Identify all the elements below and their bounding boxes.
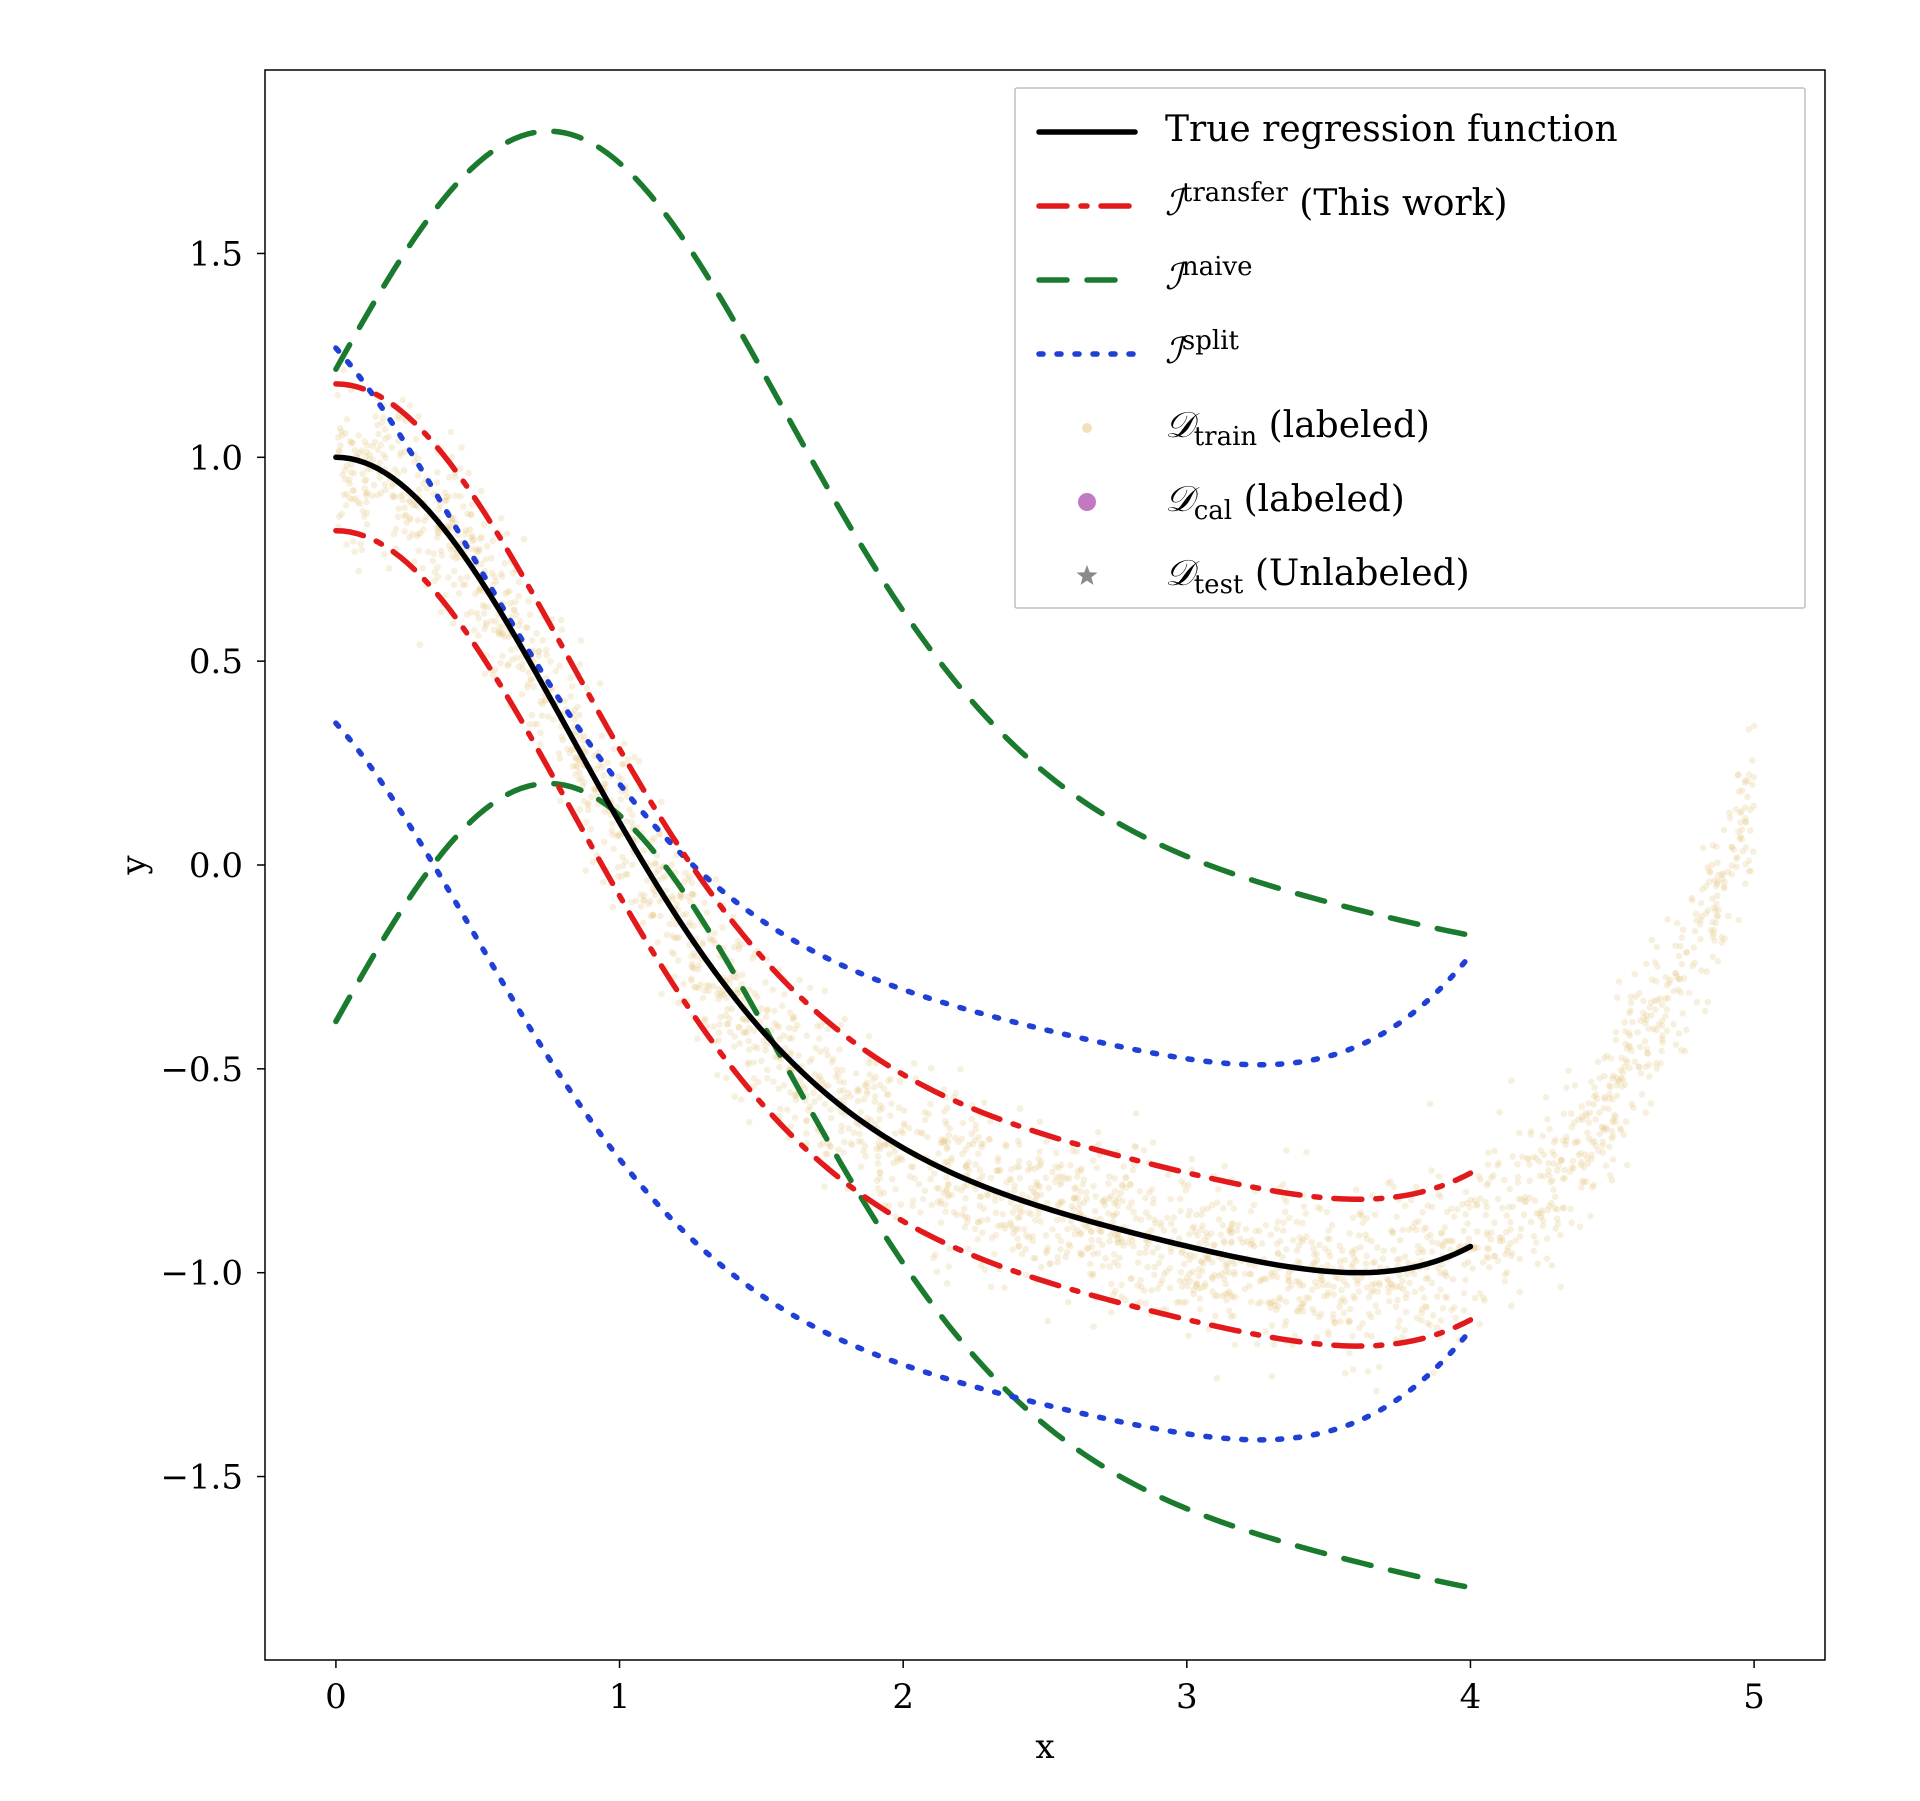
x-axis-label: x bbox=[1035, 1727, 1054, 1767]
y-tick-label: 0.5 bbox=[189, 642, 243, 682]
y-axis-label: y bbox=[114, 855, 154, 876]
y-tick-label: −1.0 bbox=[160, 1254, 243, 1294]
chart-svg: 0 1 2 3 4 5 −1.5 −1.0 −0.5 0.0 0.5 1.0 1.5 x y True reg… bbox=[0, 0, 1920, 1801]
legend-label: True regression function bbox=[1165, 109, 1618, 150]
x-tick-label: 0 bbox=[325, 1677, 347, 1717]
y-tick-label: 0.0 bbox=[189, 846, 243, 886]
x-tick-label: 3 bbox=[1176, 1677, 1198, 1717]
curve-naive-lower bbox=[336, 783, 1471, 1587]
legend: True regression functionℐtransfer (This … bbox=[1015, 88, 1805, 608]
figure-container: 0 1 2 3 4 5 −1.5 −1.0 −0.5 0.0 0.5 1.0 1.5 x y True reg… bbox=[0, 0, 1920, 1801]
legend-swatch-dot bbox=[1078, 493, 1096, 511]
y-tick-label: −1.5 bbox=[160, 1458, 243, 1498]
x-tick-label: 5 bbox=[1743, 1677, 1765, 1717]
x-tick-label: 1 bbox=[609, 1677, 631, 1717]
y-tick-label: −0.5 bbox=[160, 1050, 243, 1090]
y-tick-label: 1.0 bbox=[189, 438, 243, 478]
x-tick-label: 4 bbox=[1460, 1677, 1482, 1717]
x-tick-label: 2 bbox=[892, 1677, 914, 1717]
legend-swatch-dot bbox=[1082, 423, 1092, 433]
y-tick-label: 1.5 bbox=[189, 234, 243, 274]
